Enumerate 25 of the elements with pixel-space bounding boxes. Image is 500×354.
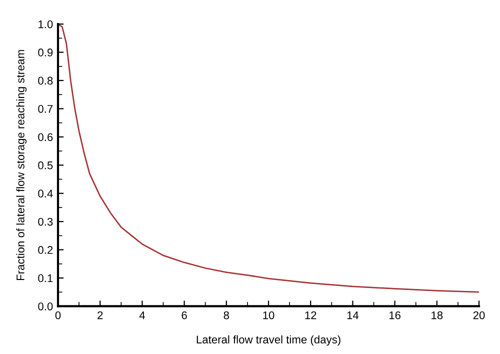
x-tick-label: 20: [473, 311, 485, 320]
x-tick-label: 8: [224, 311, 230, 320]
x-tick-label: 6: [182, 311, 187, 320]
x-tick-label: 4: [139, 311, 145, 320]
y-axis-title: Fraction of lateral flow storage reaching stream: [16, 50, 27, 280]
y-tick-label: 1.0: [38, 20, 53, 28]
y-tick-label: 0.3: [38, 218, 53, 226]
x-tick-label: 0: [55, 311, 61, 320]
line-series: [58, 24, 479, 293]
x-tick-label: 10: [263, 311, 274, 320]
y-tick-label: 0.5: [38, 161, 53, 170]
y-tick-label: 0.8: [38, 76, 53, 85]
y-tick-label: 0.2: [38, 246, 53, 254]
x-tick-label: 18: [432, 311, 443, 320]
x-tick-label: 12: [305, 311, 316, 320]
y-tick-label: 0.9: [38, 48, 53, 56]
y-tick-label: 0.4: [38, 190, 53, 198]
y-tick-label: 0.7: [38, 104, 53, 113]
x-tick-label: 2: [98, 311, 103, 320]
x-tick-label: 14: [347, 311, 359, 320]
y-tick-label: 0.6: [38, 133, 53, 142]
y-tick-label: 0.0: [38, 302, 53, 310]
y-tick-label: 0.1: [38, 274, 53, 282]
x-tick-label: 16: [389, 311, 400, 320]
x-axis-title: Lateral flow travel time (days): [196, 335, 340, 346]
